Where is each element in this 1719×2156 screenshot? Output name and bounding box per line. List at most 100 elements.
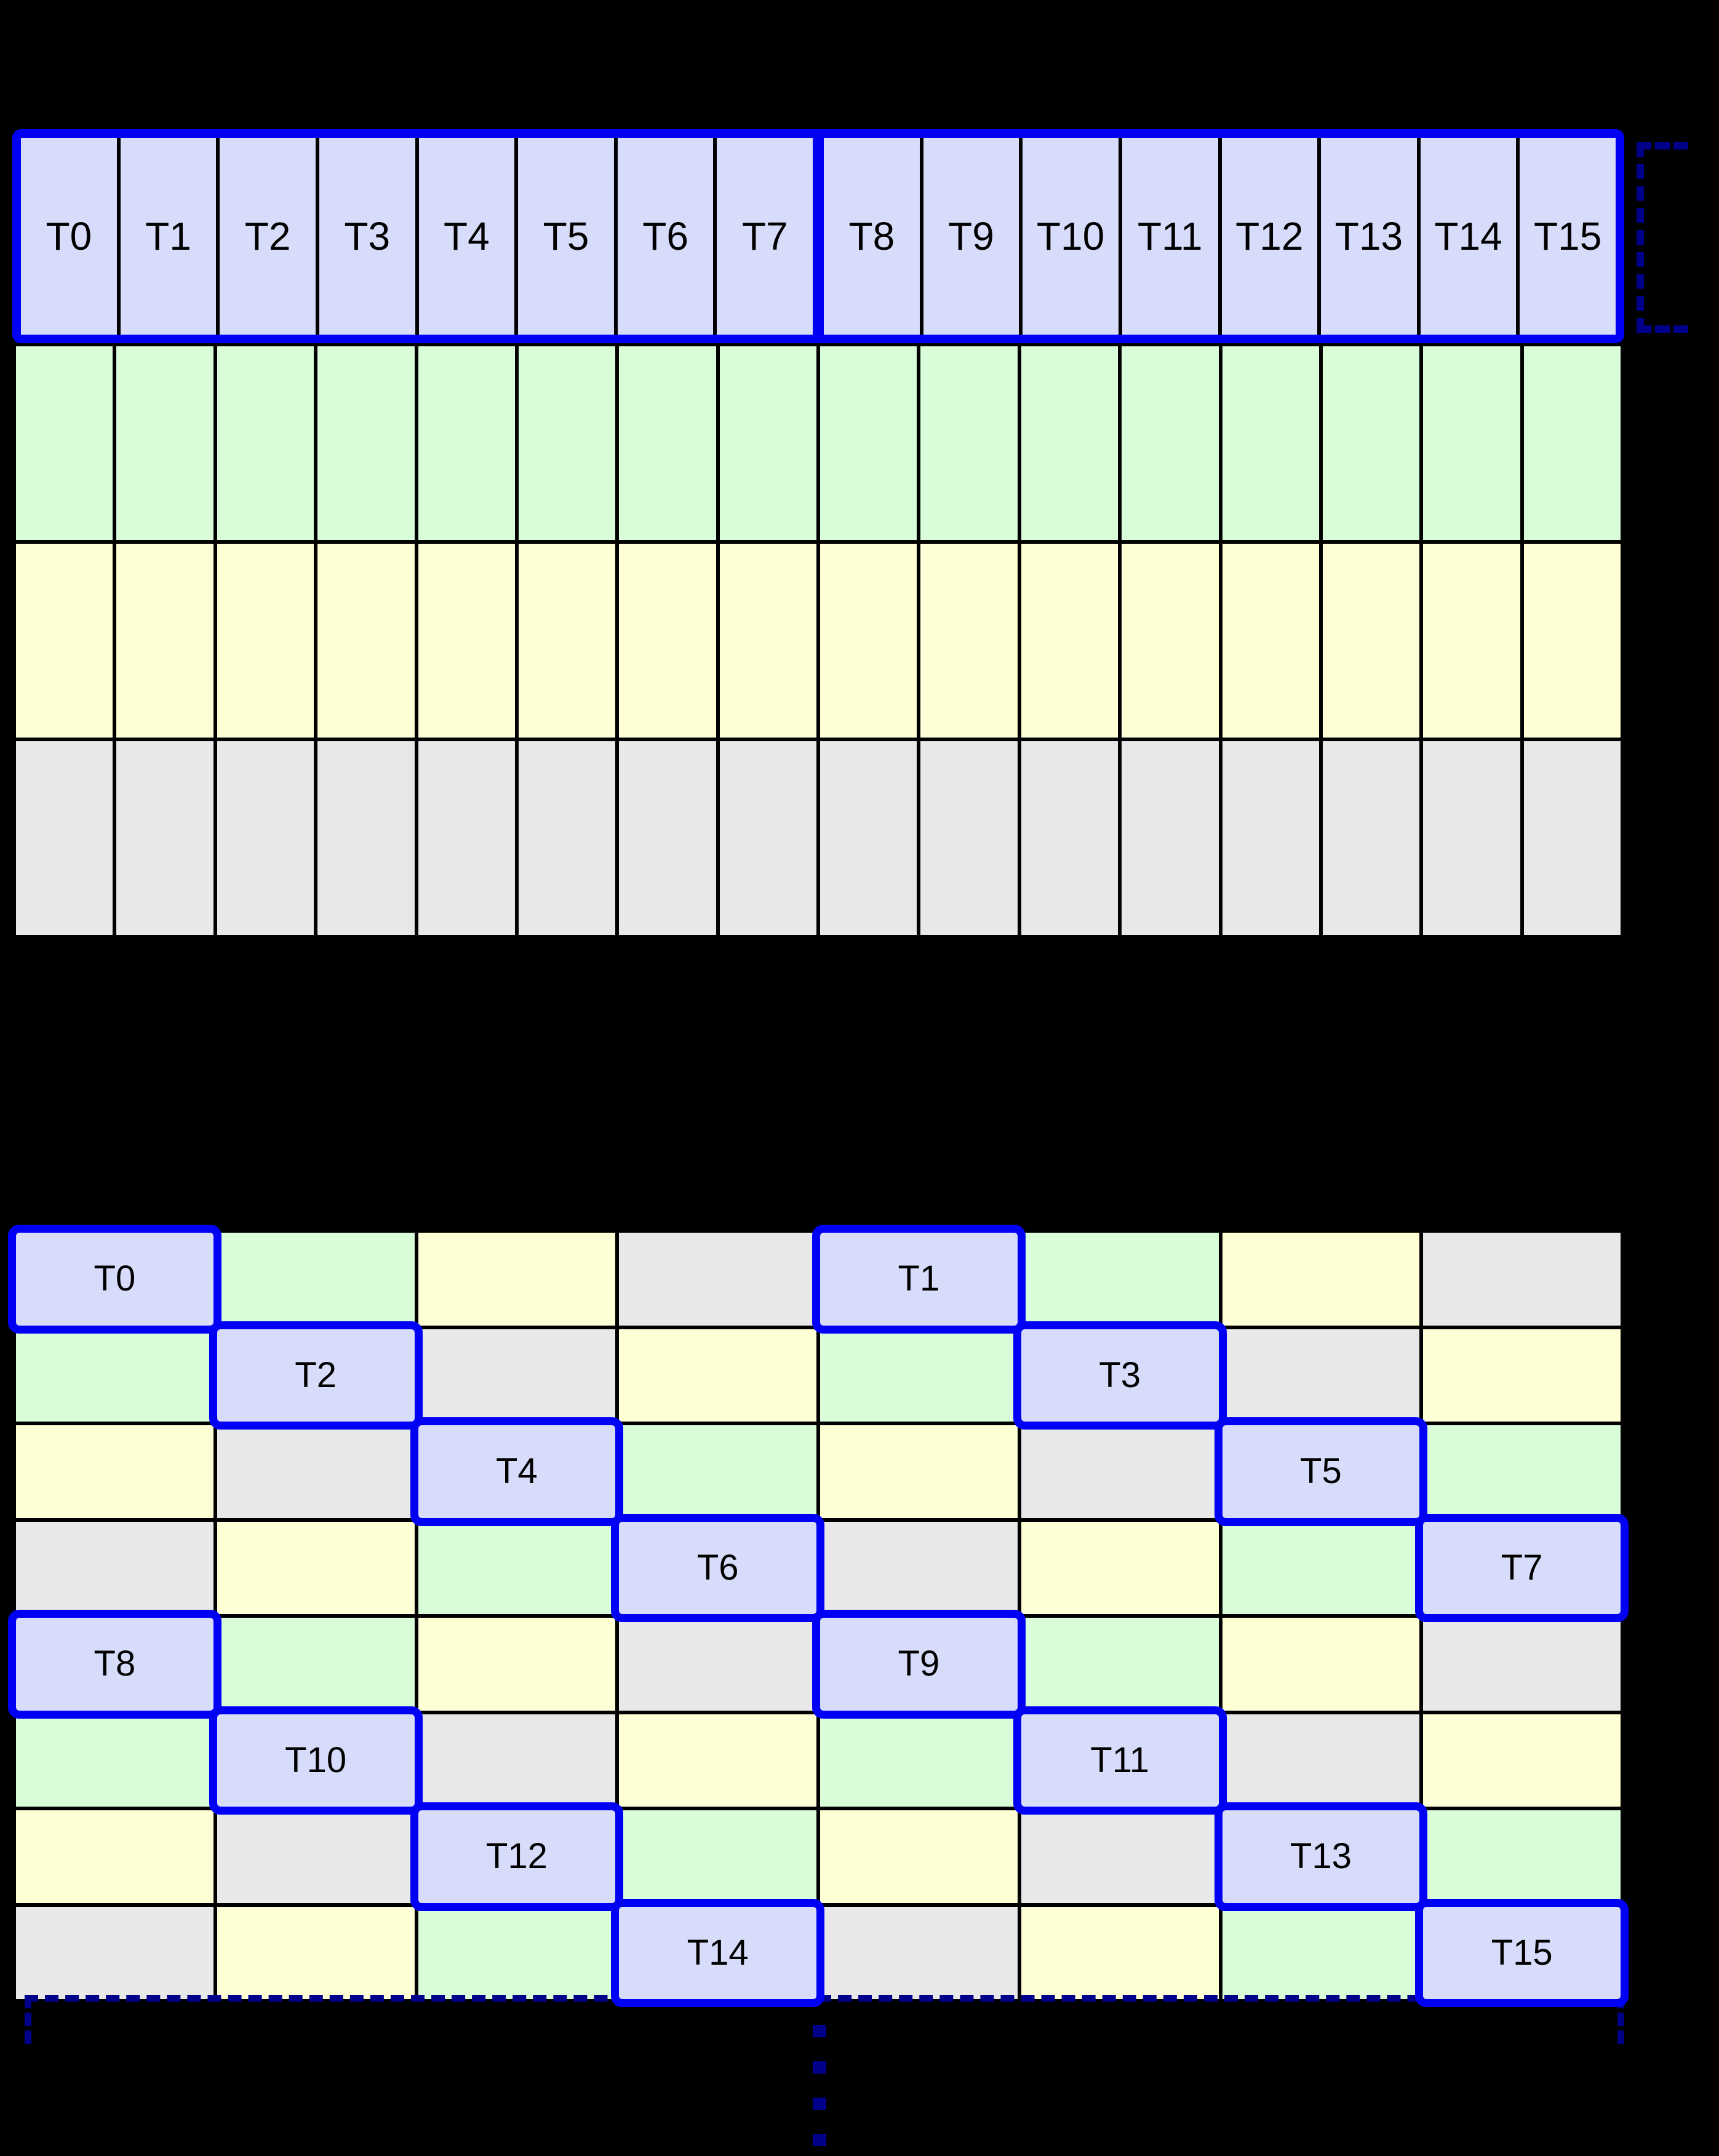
memory-cell-gray (317, 741, 415, 935)
memory-cell-gray (418, 1329, 616, 1422)
thread-cell-T5: T5 (518, 138, 614, 335)
memory-cell-gray (1423, 1233, 1621, 1326)
thread-cell-T9: T9 (812, 1610, 1026, 1719)
memory-cell-gray (619, 1233, 816, 1326)
memory-cell-yellow (418, 1618, 616, 1711)
memory-cell-green (1122, 346, 1219, 540)
thread-cell-T13: T13 (1214, 1802, 1428, 1911)
memory-cell-green (1222, 1521, 1420, 1614)
thread-cell-T3: T3 (319, 138, 415, 335)
memory-cell-yellow (418, 1233, 616, 1326)
memory-cell-green (820, 1329, 1018, 1422)
thread-cell-T8: T8 (824, 138, 920, 335)
memory-cell-yellow (1222, 544, 1319, 738)
memory-cell-green (116, 346, 213, 540)
thread-cell-T14: T14 (1420, 138, 1517, 335)
bottom-grid: T0 T1 T2 T3 T4 T5 T6 T7 T8 T9 T10 T11 T12 T13 T14 T15 (8, 1225, 1629, 2007)
thread-cell-T4: T4 (410, 1417, 624, 1526)
memory-cell-yellow (1021, 1521, 1219, 1614)
memory-cell-yellow (1021, 544, 1119, 738)
thread-cell-T9: T9 (923, 138, 1019, 335)
thread-cell-T1: T1 (120, 138, 217, 335)
thread-cell-T6: T6 (611, 1513, 824, 1622)
memory-cell-gray (1423, 741, 1520, 935)
thread-cell-T8: T8 (8, 1610, 221, 1719)
thread-cell-T12: T12 (1221, 138, 1318, 335)
thread-cell-T7: T7 (1415, 1513, 1629, 1622)
memory-cell-gray (1222, 741, 1319, 935)
thread-cell-T3: T3 (1013, 1321, 1227, 1430)
memory-cell-gray (217, 1425, 415, 1518)
memory-cell-yellow (719, 544, 816, 738)
memory-cell-gray (1322, 741, 1420, 935)
memory-cell-gray (920, 741, 1018, 935)
continuation-ellipsis (813, 2025, 826, 2146)
memory-cell-green (619, 1425, 816, 1518)
memory-cell-yellow (820, 1425, 1018, 1518)
memory-cell-gray (820, 741, 917, 935)
memory-cell-gray (1122, 741, 1219, 935)
thread-cell-T11: T11 (1122, 138, 1218, 335)
thread-cell-T7: T7 (717, 138, 813, 335)
memory-cell-yellow (820, 544, 917, 738)
memory-cell-gray (619, 1618, 816, 1711)
memory-cell-yellow (217, 544, 314, 738)
memory-cell-gray (1021, 1810, 1219, 1903)
memory-cell-green (16, 1329, 213, 1422)
memory-cell-gray (820, 1521, 1018, 1614)
memory-cell-gray (1021, 741, 1119, 935)
memory-cell-green (1222, 1906, 1420, 1999)
ellipsis-dash (813, 2025, 826, 2037)
memory-cell-gray (217, 1810, 415, 1903)
thread-cell-T10: T10 (1023, 138, 1119, 335)
memory-cell-green (820, 1714, 1018, 1807)
thread-cell-T0: T0 (21, 138, 117, 335)
memory-cell-yellow (16, 1425, 213, 1518)
memory-cell-green (217, 1233, 415, 1326)
half-warp-group-1: T0 T1 T2 T3 T4 T5 T6 T7 (12, 129, 818, 343)
top-grid-thread-row: T0 T1 T2 T3 T4 T5 T6 T7 T8 T9 T10 T11 T12 T13 T14 T15 (12, 129, 1624, 343)
memory-cell-green (619, 1810, 816, 1903)
thread-cell-T2: T2 (220, 138, 316, 335)
memory-cell-gray (619, 741, 716, 935)
memory-cell-yellow (116, 544, 213, 738)
memory-cell-gray (16, 741, 113, 935)
memory-cell-green (217, 346, 314, 540)
memory-cell-green (1423, 1425, 1621, 1518)
memory-cell-green (920, 346, 1018, 540)
memory-cell-gray (116, 741, 213, 935)
memory-cell-gray (418, 741, 515, 935)
memory-cell-yellow (619, 1329, 816, 1422)
memory-cell-yellow (1222, 1618, 1420, 1711)
memory-cell-yellow (217, 1906, 415, 1999)
memory-cell-yellow (217, 1521, 415, 1614)
memory-cell-gray (1523, 741, 1621, 935)
memory-cell-gray (418, 1714, 616, 1807)
row-height-bracket (1637, 142, 1688, 333)
memory-cell-green (619, 346, 716, 540)
memory-cell-yellow (619, 1714, 816, 1807)
memory-cell-yellow (1423, 1714, 1621, 1807)
memory-cell-yellow (1423, 544, 1520, 738)
thread-cell-T15: T15 (1520, 138, 1616, 335)
memory-cell-yellow (1423, 1329, 1621, 1422)
memory-cell-green (1021, 346, 1119, 540)
memory-cell-green (1523, 346, 1621, 540)
memory-cell-yellow (820, 1810, 1018, 1903)
memory-cell-green (418, 346, 515, 540)
memory-cell-yellow (1523, 544, 1621, 738)
grid-width-bracket (25, 1995, 1624, 2044)
memory-cell-gray (217, 741, 314, 935)
memory-cell-gray (719, 741, 816, 935)
memory-cell-yellow (16, 1810, 213, 1903)
memory-cell-gray (820, 1906, 1018, 1999)
memory-cell-green (518, 346, 616, 540)
thread-cell-T1: T1 (812, 1225, 1026, 1334)
memory-cell-yellow (1322, 544, 1420, 738)
memory-cell-gray (1021, 1425, 1219, 1518)
memory-cell-green (217, 1618, 415, 1711)
memory-cell-green (1222, 346, 1319, 540)
ellipsis-dash (813, 2098, 826, 2110)
memory-cell-yellow (920, 544, 1018, 738)
